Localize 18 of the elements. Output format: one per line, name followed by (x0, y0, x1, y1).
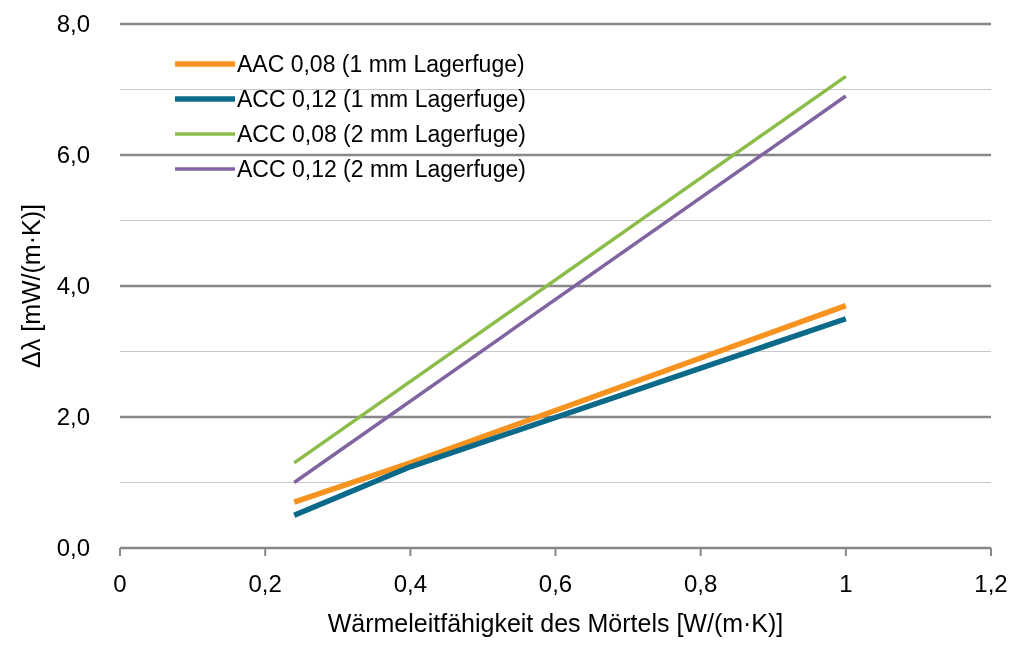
x-tick-label: 0 (113, 570, 127, 597)
x-tick-label: 0,4 (393, 570, 428, 597)
legend-label: ACC 0,12 (2 mm Lagerfuge) (237, 156, 526, 182)
y-tick-label: 2,0 (56, 403, 90, 430)
y-tick-label: 8,0 (56, 10, 90, 37)
y-tick-label: 4,0 (56, 272, 90, 299)
x-tick-label: 0,2 (248, 570, 282, 597)
y-tick-label: 0,0 (56, 534, 90, 561)
x-tick-label: 1,2 (974, 570, 1008, 597)
legend-label: ACC 0,12 (1 mm Lagerfuge) (237, 86, 526, 112)
x-tick-label: 0,6 (538, 570, 573, 597)
y-axis-title: Δλ [mW/(m·K)] (17, 204, 45, 368)
y-tick-label: 6,0 (56, 141, 90, 168)
legend-label: AAC 0,08 (1 mm Lagerfuge) (237, 51, 525, 77)
x-tick-label: 1 (839, 570, 853, 597)
x-axis-title: Wärmeleitfähigkeit des Mörtels [W/(m·K)] (327, 609, 784, 637)
legend-label: ACC 0,08 (2 mm Lagerfuge) (237, 121, 526, 147)
x-tick-label: 0,8 (683, 570, 718, 597)
